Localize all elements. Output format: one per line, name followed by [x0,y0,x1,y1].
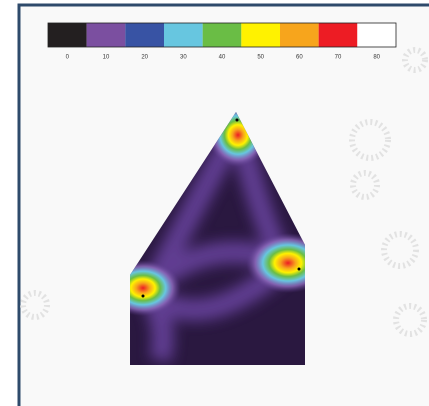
color-swatch [357,23,396,47]
color-swatch [318,23,358,47]
colorbar-border [47,22,397,48]
colorbar-label: 40 [219,55,226,61]
sensor-points [141,118,301,298]
colorbar-label: 80 [373,55,380,61]
color-swatch [202,23,242,47]
colorbar: 0 10 20 30 40 50 60 70 80 [47,22,397,61]
background-texture [20,47,428,337]
color-swatch [48,23,87,47]
color-swatch [241,23,280,47]
color-swatch [280,23,319,47]
colorbar-label: 60 [296,55,303,61]
colorbar-label: 50 [257,55,264,61]
colorbar-label: 30 [180,55,187,61]
colorbar-label: 70 [335,55,342,61]
color-swatch [164,23,203,47]
colorbar-label: 20 [141,55,148,61]
color-swatch [86,23,126,47]
color-swatch [125,23,164,47]
colorbar-label: 10 [103,55,110,61]
colorbar-label: 0 [66,55,70,61]
